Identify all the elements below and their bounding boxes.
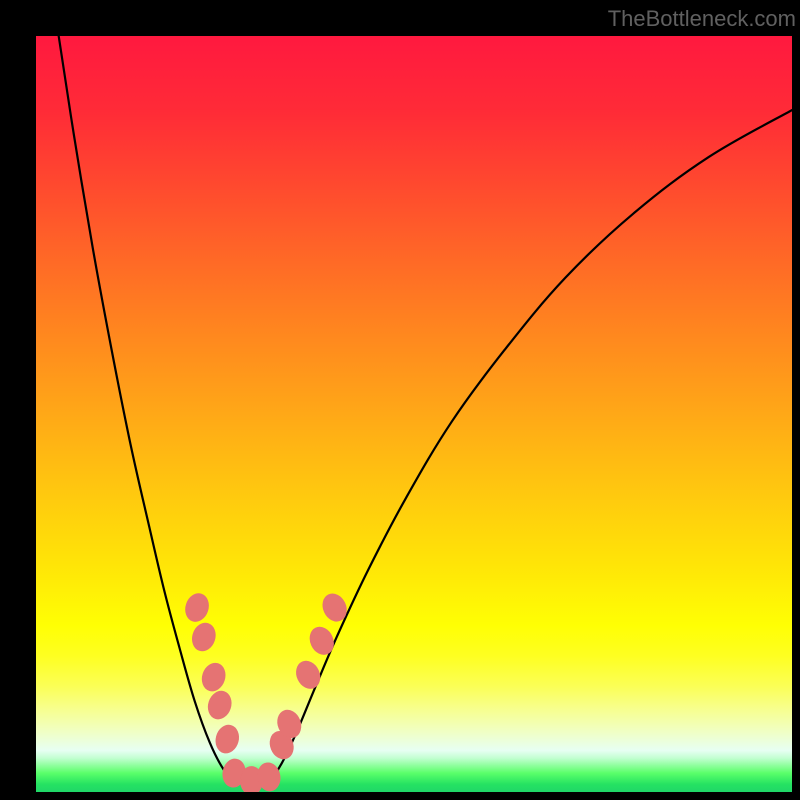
plot-area <box>36 36 792 792</box>
watermark-text: TheBottleneck.com <box>608 6 796 32</box>
gradient-background <box>36 36 792 792</box>
bottleneck-chart <box>36 36 792 792</box>
